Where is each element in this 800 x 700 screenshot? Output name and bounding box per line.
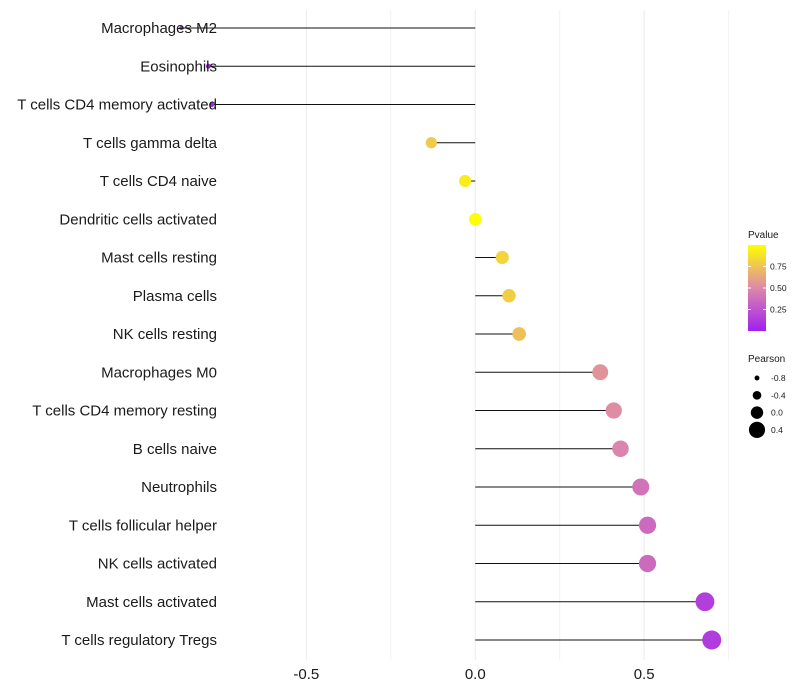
x-axis-ticks: -0.5 0.0 0.5 [293,666,654,683]
stems [181,27,712,641]
category-label: T cells follicular helper [69,517,217,534]
category-label: Plasma cells [133,288,217,305]
category-label: NK cells resting [113,326,217,343]
category-label: Neutrophils [141,479,217,496]
legend-size-title: Pearson [748,354,785,365]
legend-color-tick-label: 0.25 [770,305,787,315]
legend-size-dot [754,375,760,381]
lollipop-point [638,554,657,573]
category-label: T cells CD4 naive [100,173,217,190]
lollipop-point [512,327,526,341]
lollipop-point [502,289,516,303]
category-label: Mast cells activated [86,594,217,611]
category-labels: Macrophages M2 Eosinophils T cells CD4 mem… [17,20,217,649]
category-label: NK cells activated [98,556,217,573]
lollipop-point [695,592,715,612]
lollipop-point [205,63,211,69]
lollipop-point [179,25,184,31]
lollipop-point [612,440,629,457]
legend-color-tick-label: 0.75 [770,262,787,272]
category-label: Macrophages M0 [101,364,217,381]
grid [305,10,730,660]
legend-size-dot [748,421,766,438]
legend: Pvalue 0.25 0.50 0.75 Pearson -0.8 -0.4 0.0 0.4 [748,230,787,438]
category-label: Dendritic cells activated [59,211,217,228]
category-label: T cells CD4 memory activated [17,97,217,114]
lollipop-point [425,137,437,149]
legend-color-bar [748,245,766,331]
lollipop-point [632,478,650,496]
x-tick-label: -0.5 [293,666,319,683]
lollipop-point [638,516,657,534]
category-label: Macrophages M2 [101,20,217,37]
category-label: T cells regulatory Tregs [61,632,217,649]
legend-size-label: 0.4 [771,425,783,435]
legend-size-label: -0.4 [771,390,786,400]
category-label: T cells CD4 memory resting [32,403,217,420]
legend-color-tick-label: 0.50 [770,283,787,293]
legend-size-dot [750,406,764,419]
x-tick-label: 0.0 [465,666,486,683]
category-label: B cells naive [133,441,217,458]
lollipop-point [209,101,215,108]
lollipop-point [459,174,472,188]
legend-color-title: Pvalue [748,230,779,241]
lollipop-point [702,630,722,650]
lollipop-point [605,402,622,419]
lollipop-point [592,364,609,381]
lollipop-point [469,213,482,226]
category-label: Mast cells resting [101,250,217,267]
points [179,25,722,650]
category-label: Eosinophils [140,58,217,75]
legend-size-dot [752,390,762,400]
legend-size-label: -0.8 [771,373,786,383]
legend-size-label: 0.0 [771,408,783,418]
x-tick-label: 0.5 [634,666,655,683]
category-label: T cells gamma delta [83,135,218,152]
lollipop-point [495,250,509,265]
